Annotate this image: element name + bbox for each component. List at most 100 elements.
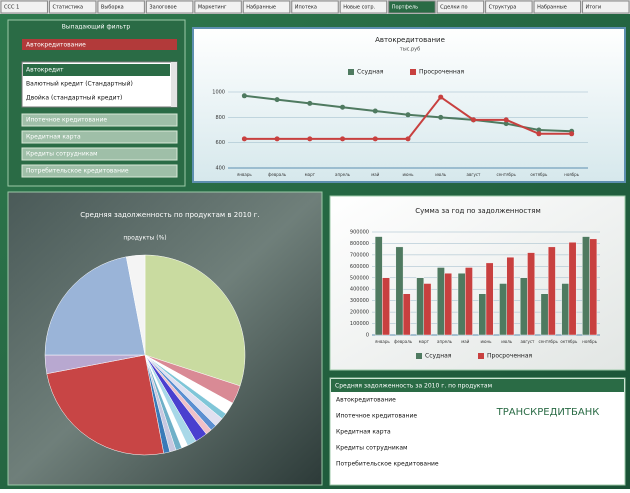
tab-label: Сделки по [440,5,467,11]
data-point [373,136,378,141]
x-tick-label: август [521,339,535,344]
y-tick-label: 100000 [350,321,369,327]
x-tick-label: июль [501,339,513,344]
chart-subtitle: тыс.руб [400,47,420,53]
chart-title: Сумма за год по задолженностям [415,207,541,215]
bar [479,294,486,335]
legend-swatch [478,353,484,359]
tab-label: Итоги [586,5,602,11]
tab-label: Залоговое [149,5,176,11]
x-tick-label: февраль [394,339,413,344]
x-tick-label: октябрь [530,172,548,177]
y-tick-label: 1000 [212,90,225,96]
bar [396,247,403,335]
y-tick-label: 0 [366,333,369,339]
legend-label: Ссудная [357,69,384,76]
list-item[interactable]: Автокредит [26,67,64,74]
x-tick-label: май [461,339,469,344]
legend-label: Просроченная [487,353,533,360]
data-point [438,115,443,120]
chart-title: Автокредитование [375,36,445,44]
bank-logo: ТРАНСКРЕДИТБАНК [496,407,600,418]
product-item[interactable]: Потребительское кредитование [336,461,439,468]
bar [445,273,452,335]
scrollbar[interactable] [171,62,177,107]
y-tick-label: 600 [215,140,225,146]
bar [569,242,576,335]
y-tick-label: 700000 [350,252,369,258]
bar [548,247,555,335]
list-item[interactable]: Двойка (стандартный кредит) [26,95,122,102]
x-tick-label: ноябрь [564,172,579,177]
x-tick-label: август [467,172,481,177]
chart-subtitle: продукты (%) [123,235,166,242]
bar [465,267,472,335]
product-item[interactable]: Автокредитование [336,397,396,404]
data-point [504,117,509,122]
bar [541,294,548,335]
legend-label: Просроченная [419,69,465,76]
group-label: Потребительское кредитование [26,168,129,175]
x-tick-label: май [371,172,379,177]
filter-title: Выпадающий фильтр [62,24,131,31]
bar [382,278,389,335]
bar [486,263,493,335]
bar [507,257,514,335]
x-tick-label: март [419,339,430,344]
tab-label: Набранные [537,5,567,11]
bar [562,284,569,336]
x-tick-label: июнь [403,172,415,177]
product-item[interactable]: Кредитная карта [336,429,391,436]
x-tick-label: июнь [481,339,493,344]
tab-label: Структура [489,5,517,11]
x-tick-label: октябрь [560,339,578,344]
x-tick-label: апрель [437,339,453,344]
bar [499,284,506,336]
x-tick-label: февраль [268,172,287,177]
product-item[interactable]: Ипотечное кредитование [336,413,417,420]
x-tick-label: сентябрь [496,172,516,177]
data-point [569,131,574,136]
product-item[interactable]: Кредиты сотрудникам [336,445,408,452]
data-point [536,131,541,136]
tab-label: Маркетинг [198,5,227,11]
x-tick-label: ноябрь [582,339,597,344]
bar [458,273,465,335]
bar [417,278,424,335]
x-tick-label: январь [375,339,390,344]
tab-label: Ипотека [295,5,317,11]
group-label: Кредиты сотрудникам [26,151,98,158]
x-tick-label: апрель [335,172,351,177]
legend-swatch [410,69,416,75]
list-item[interactable]: Валютный кредит (Стандартный) [26,81,133,88]
bar [424,284,431,336]
y-tick-label: 400000 [350,287,369,293]
data-point [406,112,411,117]
tab-label: Выборка [101,5,124,11]
y-tick-label: 800 [215,115,225,121]
y-tick-label: 500000 [350,275,369,281]
products-title: Средняя задолженность за 2010 г. по прод… [335,383,492,390]
tab-label: Набранные [246,5,276,11]
tab-label: Портфель [392,5,418,11]
data-point [307,136,312,141]
data-point [242,93,247,98]
data-point [275,97,280,102]
bar [590,239,597,335]
bar [582,237,589,335]
group-label: Ипотечное кредитование [26,117,107,124]
bar [437,267,444,335]
tab-label: Новые сотр. [343,5,375,11]
data-point [406,136,411,141]
bar [527,253,534,335]
dashboard: Выпадающий фильтр Автокредитование Авток… [0,0,630,489]
y-tick-label: 800000 [350,241,369,247]
bar [520,278,527,335]
tabs: ССС 1СтатистикаВыборкаЗалоговоеМаркетинг… [1,1,629,13]
y-tick-label: 900000 [350,230,369,236]
data-point [275,136,280,141]
data-point [242,136,247,141]
x-tick-label: сентябрь [538,339,558,344]
data-point [373,109,378,114]
x-tick-label: январь [237,172,252,177]
